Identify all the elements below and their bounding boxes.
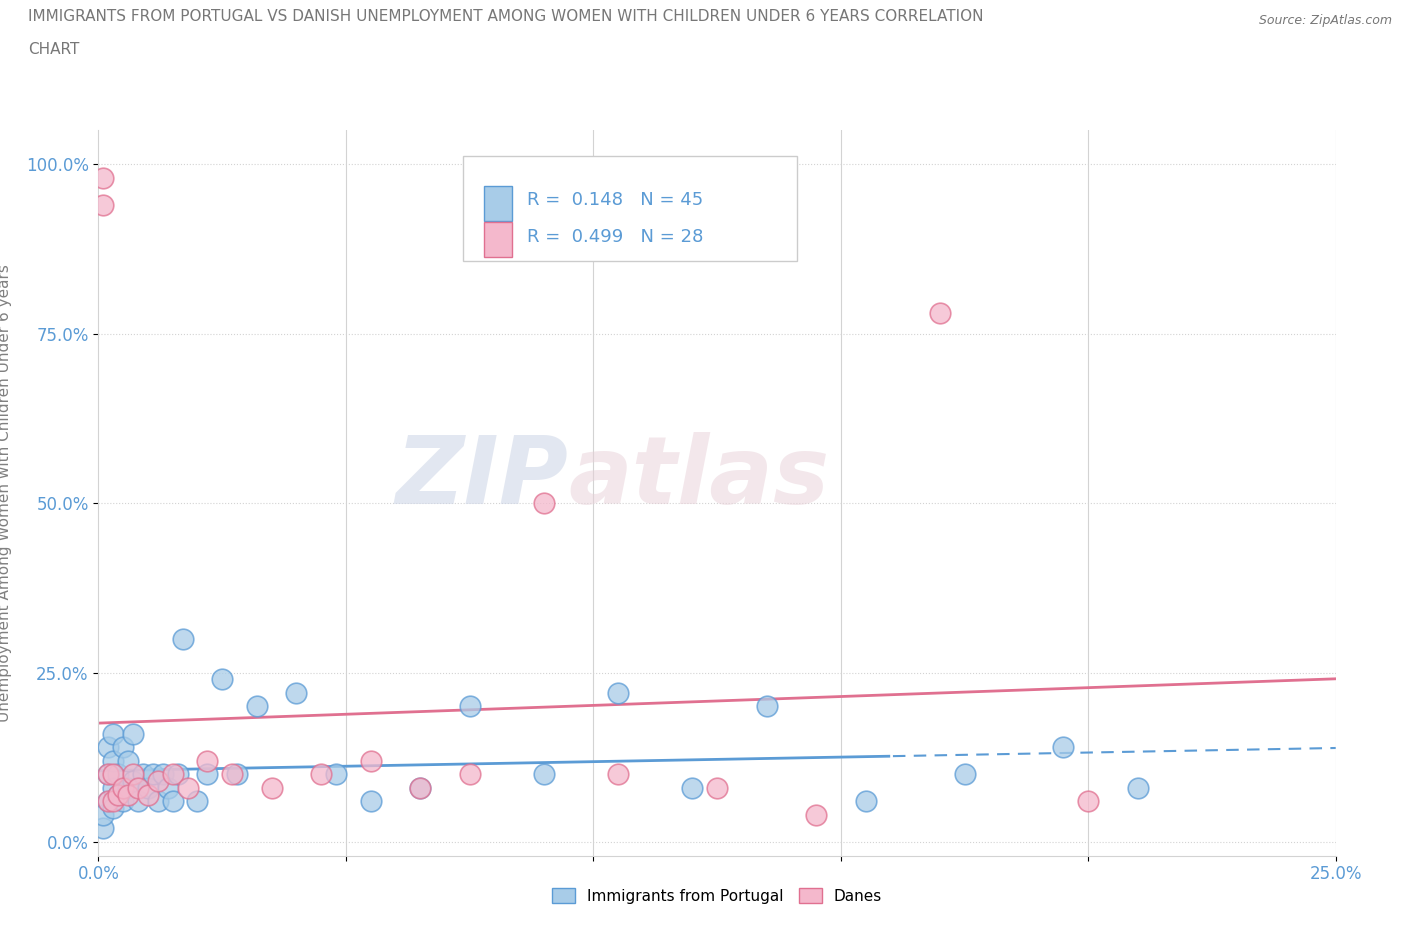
Point <box>166 767 188 782</box>
Point <box>162 767 184 782</box>
Point <box>97 767 120 782</box>
Point <box>1077 794 1099 809</box>
Point <box>112 780 135 795</box>
Point <box>172 631 194 646</box>
Point <box>103 726 125 741</box>
Point <box>142 767 165 782</box>
Point <box>533 767 555 782</box>
Text: R =  0.499   N = 28: R = 0.499 N = 28 <box>526 228 703 246</box>
Point <box>103 794 125 809</box>
Point <box>103 780 125 795</box>
Point <box>681 780 703 795</box>
Point <box>97 767 120 782</box>
Point <box>97 794 120 809</box>
Point <box>458 699 481 714</box>
Point <box>607 685 630 700</box>
Text: R =  0.148   N = 45: R = 0.148 N = 45 <box>526 192 703 209</box>
Text: IMMIGRANTS FROM PORTUGAL VS DANISH UNEMPLOYMENT AMONG WOMEN WITH CHILDREN UNDER : IMMIGRANTS FROM PORTUGAL VS DANISH UNEMP… <box>28 9 984 24</box>
Point <box>103 801 125 816</box>
Point <box>607 767 630 782</box>
Point <box>706 780 728 795</box>
Point <box>176 780 198 795</box>
Point <box>97 794 120 809</box>
Point <box>93 821 115 836</box>
Point <box>260 780 283 795</box>
Point <box>1126 780 1149 795</box>
Point <box>285 685 308 700</box>
Point <box>117 753 139 768</box>
Point <box>93 807 115 822</box>
Point <box>409 780 432 795</box>
Point <box>97 739 120 754</box>
Point <box>409 780 432 795</box>
Point <box>755 699 778 714</box>
Text: ZIP: ZIP <box>395 432 568 525</box>
Point <box>162 794 184 809</box>
Point <box>186 794 208 809</box>
Point <box>195 753 218 768</box>
Point <box>136 780 159 795</box>
Point <box>855 794 877 809</box>
Point <box>146 774 169 789</box>
Legend: Immigrants from Portugal, Danes: Immigrants from Portugal, Danes <box>546 882 889 910</box>
Point <box>122 767 145 782</box>
Point <box>309 767 332 782</box>
Point <box>226 767 249 782</box>
Point <box>152 767 174 782</box>
Point <box>195 767 218 782</box>
Point <box>953 767 976 782</box>
Point <box>107 767 129 782</box>
Point <box>132 767 155 782</box>
Point <box>325 767 347 782</box>
Point <box>136 787 159 802</box>
FancyBboxPatch shape <box>485 222 512 257</box>
Point <box>804 807 827 822</box>
Text: atlas: atlas <box>568 432 830 525</box>
Point <box>127 780 149 795</box>
Point <box>533 496 555 511</box>
Point <box>117 780 139 795</box>
Point <box>93 170 115 185</box>
Point <box>112 739 135 754</box>
Point <box>221 767 243 782</box>
FancyBboxPatch shape <box>485 186 512 220</box>
Point <box>146 794 169 809</box>
Point <box>360 753 382 768</box>
Point <box>112 794 135 809</box>
Point <box>103 767 125 782</box>
Point <box>211 671 233 686</box>
Point <box>127 794 149 809</box>
Text: CHART: CHART <box>28 42 80 57</box>
Point <box>360 794 382 809</box>
Point <box>93 197 115 212</box>
Point <box>458 767 481 782</box>
Y-axis label: Unemployment Among Women with Children Under 6 years: Unemployment Among Women with Children U… <box>0 264 11 722</box>
Point <box>103 753 125 768</box>
Point <box>1052 739 1074 754</box>
Point <box>107 787 129 802</box>
Point <box>156 780 179 795</box>
Point <box>107 787 129 802</box>
Point <box>928 306 950 321</box>
Point <box>122 774 145 789</box>
Point <box>117 787 139 802</box>
Point <box>122 726 145 741</box>
Point <box>246 699 269 714</box>
Text: Source: ZipAtlas.com: Source: ZipAtlas.com <box>1258 14 1392 27</box>
FancyBboxPatch shape <box>464 155 797 260</box>
